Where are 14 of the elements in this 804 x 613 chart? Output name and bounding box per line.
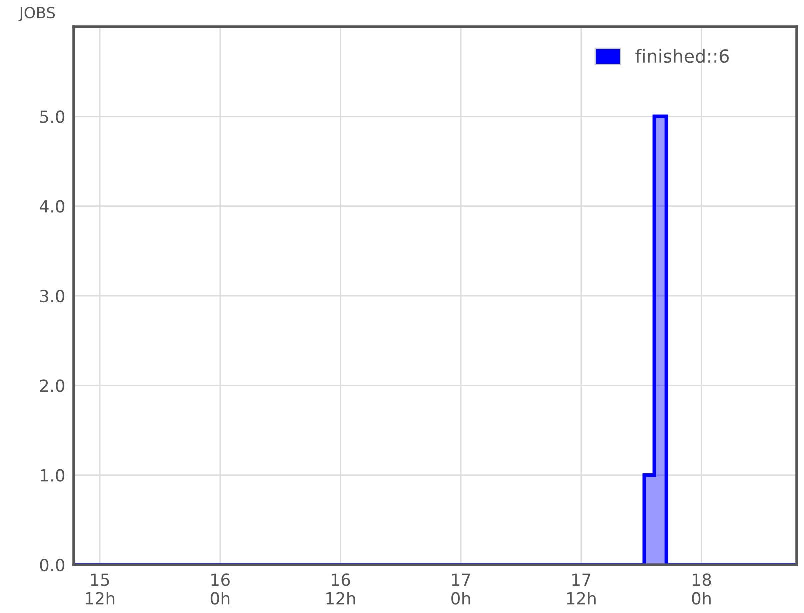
x-tick-label: 17 12h [567, 574, 596, 605]
y-tick-label: 1.0 [40, 469, 65, 482]
x-tick-label: 16 12h [326, 574, 356, 605]
x-tick-label: 17 0h [452, 574, 470, 605]
x-tick-label: 15 12h [86, 574, 115, 605]
legend-label: finished::6 [636, 49, 730, 64]
y-tick-label: 0.0 [40, 558, 65, 572]
x-tick-label: 16 0h [210, 574, 230, 605]
y-tick-label: 2.0 [40, 380, 65, 392]
y-axis-title: JOBS [18, 7, 56, 22]
x-tick-label: 18 0h [692, 574, 712, 605]
y-tick-label: 3.0 [40, 290, 65, 303]
y-tick-label: 4.0 [40, 200, 65, 213]
y-tick-label: 5.0 [40, 110, 65, 124]
